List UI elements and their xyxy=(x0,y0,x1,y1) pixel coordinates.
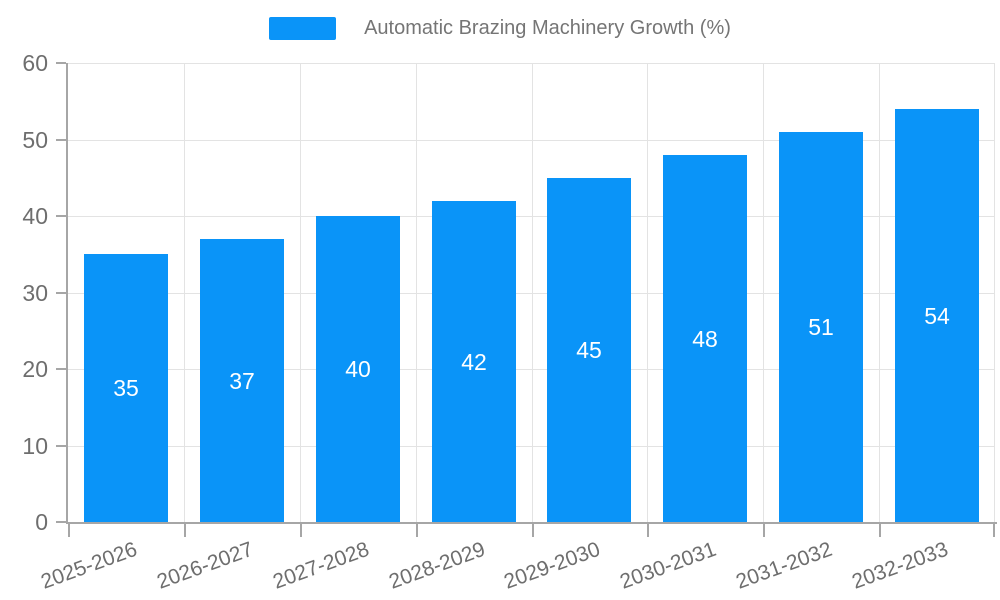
gridline-horizontal xyxy=(68,369,995,370)
gridline-horizontal xyxy=(68,63,995,64)
x-axis-tick-label: 2029-2030 xyxy=(500,537,603,594)
gridline-vertical xyxy=(532,63,533,522)
bar-value-label: 40 xyxy=(345,356,371,382)
gridline-horizontal xyxy=(68,292,995,294)
x-axis-line xyxy=(66,522,997,524)
x-axis-tick-label: 2030-2031 xyxy=(616,537,719,594)
x-axis-tick-label: 2026-2027 xyxy=(153,537,256,594)
bar[interactable]: 35 xyxy=(84,254,168,522)
bar[interactable]: 51 xyxy=(779,132,863,522)
y-axis-tick-label: 50 xyxy=(22,126,48,153)
y-axis-tick-label: 0 xyxy=(35,509,48,535)
x-axis-tick xyxy=(879,522,881,537)
y-axis-tick-label: 10 xyxy=(22,432,48,459)
bar-value-label: 45 xyxy=(576,337,602,363)
gridline-vertical xyxy=(184,63,185,522)
gridline-horizontal xyxy=(68,445,995,447)
gridline-horizontal xyxy=(68,139,995,141)
x-axis-tick-label: 2028-2029 xyxy=(385,537,488,594)
gridline-vertical xyxy=(416,63,417,522)
y-axis-line xyxy=(66,63,68,524)
y-axis-tick-label: 20 xyxy=(22,356,48,382)
x-axis-tick-label: 2032-2033 xyxy=(848,537,951,594)
gridline-vertical xyxy=(994,63,995,522)
x-axis-tick-label: 2025-2026 xyxy=(37,537,140,594)
x-axis-tick-label: 2031-2032 xyxy=(732,537,835,594)
gridline-vertical xyxy=(300,63,301,522)
y-axis-tick-label: 30 xyxy=(22,279,48,306)
y-axis-tick xyxy=(56,368,66,370)
y-axis-tick-label: 60 xyxy=(22,50,48,76)
x-axis-tick xyxy=(532,522,534,537)
bar[interactable]: 45 xyxy=(547,178,631,522)
plot-area: 35 37 40 42 45 48 51 54 xyxy=(68,63,995,522)
y-axis-tick-label: 40 xyxy=(22,203,48,229)
y-axis-tick xyxy=(56,215,66,217)
x-axis-tick xyxy=(763,522,765,537)
legend-label: Automatic Brazing Machinery Growth (%) xyxy=(364,17,731,39)
bar[interactable]: 37 xyxy=(200,239,284,522)
x-axis-tick xyxy=(647,522,649,537)
x-axis-tick-label: 2027-2028 xyxy=(269,537,372,594)
bar-value-label: 42 xyxy=(461,349,487,375)
x-axis-tick xyxy=(300,522,302,537)
bar[interactable]: 48 xyxy=(663,155,747,522)
y-axis-tick xyxy=(56,138,66,141)
x-axis-tick xyxy=(416,522,418,537)
bar[interactable]: 54 xyxy=(895,109,979,522)
bar-value-label: 35 xyxy=(113,375,139,401)
gridline-vertical xyxy=(879,63,880,522)
legend-swatch-icon xyxy=(269,17,337,40)
y-axis-tick xyxy=(56,291,66,294)
gridline-vertical xyxy=(647,63,648,522)
x-axis-tick xyxy=(184,522,186,537)
bar-value-label: 54 xyxy=(924,303,950,329)
gridline-horizontal xyxy=(68,216,995,217)
bar[interactable]: 42 xyxy=(432,201,516,522)
x-axis-tick xyxy=(68,522,70,537)
x-axis-tick xyxy=(993,522,995,537)
y-axis-tick xyxy=(56,521,66,523)
bar[interactable]: 40 xyxy=(316,216,400,522)
legend[interactable]: Automatic Brazing Machinery Growth (%) xyxy=(0,17,1000,40)
bar-value-label: 37 xyxy=(229,368,255,394)
gridline-vertical xyxy=(763,63,764,522)
y-axis-tick xyxy=(56,62,66,64)
y-axis-tick xyxy=(56,444,66,447)
bar-value-label: 48 xyxy=(692,326,718,352)
bar-value-label: 51 xyxy=(808,314,834,340)
